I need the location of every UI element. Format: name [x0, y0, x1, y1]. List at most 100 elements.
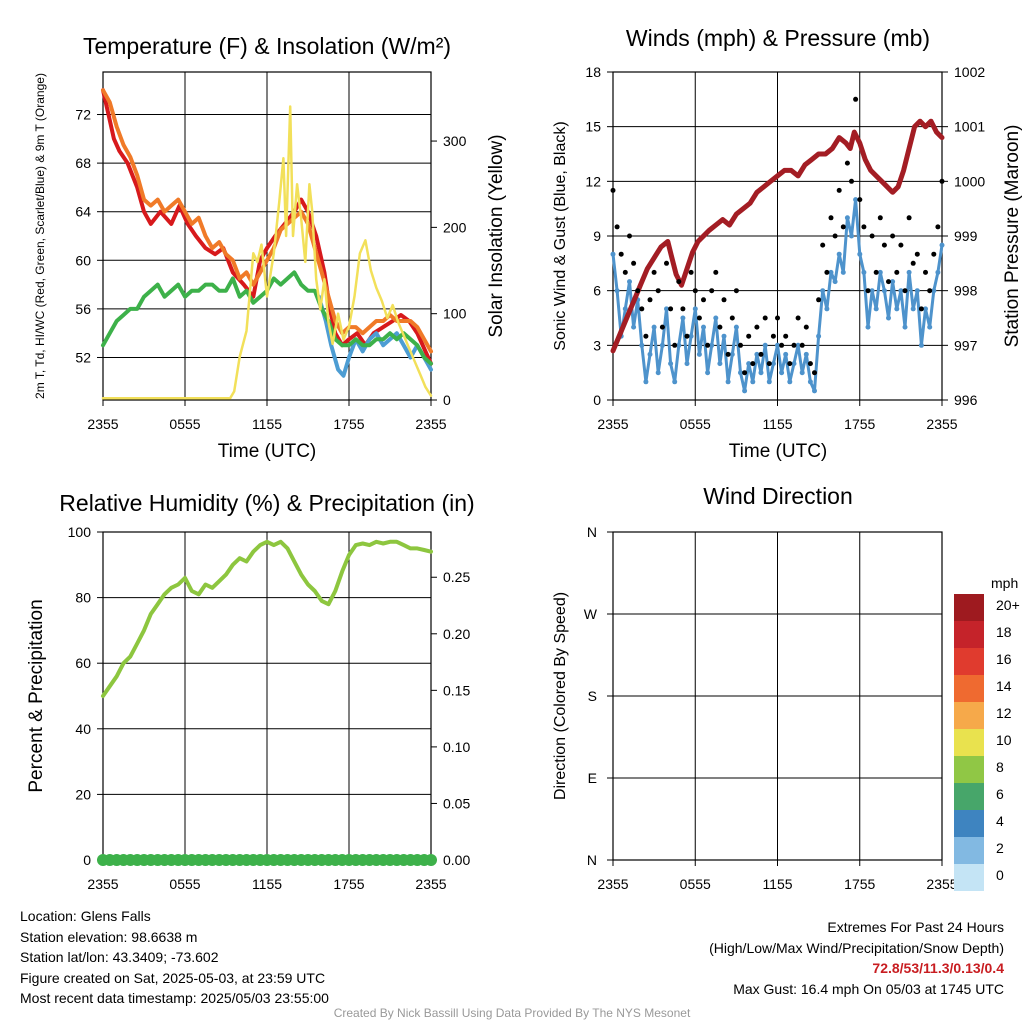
wind-gust-point	[705, 342, 711, 348]
wind-gust-point	[750, 361, 756, 367]
created-text: Figure created on Sat, 2025-05-03, at 23…	[20, 969, 326, 986]
y-axis-label: Direction (Colored By Speed)	[552, 592, 569, 800]
legend-label: 20+	[996, 597, 1020, 613]
x-tick-label: 1755	[844, 876, 875, 892]
wind-speed-point	[627, 279, 632, 285]
wind-speed-point	[729, 351, 735, 357]
wind-gust-point	[676, 279, 682, 285]
wind-gust-point	[787, 361, 793, 367]
y-tick-label: 18	[585, 64, 601, 80]
wind-speed-point	[914, 288, 920, 294]
wind-speed-point	[881, 288, 887, 294]
wind-gust-point	[898, 242, 904, 248]
wind-speed-point	[812, 388, 817, 394]
wind-gust-point	[664, 260, 669, 266]
y-tick-label: W	[584, 606, 598, 622]
wind-speed-point	[853, 197, 859, 203]
y-tick-label: 56	[75, 301, 91, 317]
wind-speed-point	[865, 324, 871, 330]
recent-text: Most recent data timestamp: 2025/05/03 2…	[20, 990, 329, 1007]
wind-gust-point	[812, 370, 817, 376]
legend-swatch	[954, 837, 984, 864]
wind-speed-point	[828, 269, 834, 275]
y2-tick-label: 998	[954, 283, 978, 299]
y-tick-label: N	[587, 524, 597, 540]
chart-title: Winds (mph) & Pressure (mb)	[626, 25, 930, 51]
wind-gust-point	[881, 242, 887, 248]
y-tick-label: 0	[83, 852, 91, 868]
wind-gust-point	[688, 269, 694, 275]
wind-gust-point	[849, 178, 854, 184]
x-tick-label: 1155	[762, 416, 792, 432]
wind-speed-point	[836, 251, 842, 257]
wind-speed-point	[820, 288, 826, 294]
wind-gust-point	[807, 361, 813, 367]
legend-label: 16	[996, 651, 1012, 667]
wind-speed-point	[890, 279, 896, 285]
wind-speed-point	[766, 379, 772, 385]
y2-tick-label: 0.20	[443, 626, 470, 642]
x-tick-label: 0555	[169, 876, 200, 892]
y-tick-label: 0	[593, 392, 601, 408]
wind-speed-point	[651, 324, 657, 330]
wind-speed-point	[779, 370, 785, 376]
wind-gust-point	[910, 260, 916, 266]
x-tick-label: 0555	[680, 416, 711, 432]
x-tick-label: 2355	[597, 876, 628, 892]
credit-text: Created By Nick Bassill Using Data Provi…	[333, 1006, 691, 1020]
wind-speed-point	[614, 288, 620, 294]
wind-gust-point	[836, 187, 842, 193]
wind-speed-point	[742, 388, 748, 394]
wind-gust-point	[890, 233, 896, 239]
y-tick-label: 3	[593, 337, 601, 353]
wind-gust-point	[659, 324, 665, 330]
wind-gust-point	[795, 315, 801, 321]
wind-speed-point	[873, 306, 879, 312]
wind-gust-point	[828, 215, 834, 221]
chart-title: Wind Direction	[703, 483, 853, 509]
y2-tick-label: 0.10	[443, 739, 470, 755]
wind-speed-point	[869, 288, 875, 294]
wind-speed-point	[647, 351, 653, 357]
wind-speed-point	[902, 324, 908, 330]
wind-gust-point	[721, 297, 727, 303]
wind-speed-point	[717, 361, 723, 367]
wind-gust-point	[758, 351, 764, 357]
wind-gust-point	[631, 260, 637, 266]
wind-speed-point	[750, 379, 756, 385]
wind-speed-point	[746, 361, 752, 367]
y-tick-label: 80	[75, 590, 91, 606]
wind-speed-point	[918, 342, 924, 348]
wind-gust-point	[824, 269, 830, 275]
y-tick-label: 60	[75, 655, 91, 671]
wind-speed-point	[709, 342, 715, 348]
wind-speed-point	[672, 379, 678, 385]
legend-label: 14	[996, 678, 1012, 694]
wind-speed-point	[832, 279, 838, 285]
wind-gust-point	[844, 160, 850, 166]
wind-speed-point	[939, 242, 945, 248]
y-tick-label: 15	[585, 119, 601, 135]
wind-gust-point	[684, 333, 690, 339]
wind-speed-point	[664, 306, 669, 312]
wind-speed-point	[775, 342, 780, 348]
wind-gust-point	[906, 215, 912, 221]
wind-speed-point	[824, 306, 830, 312]
legend-label: 2	[996, 840, 1004, 856]
wind-gust-point	[770, 333, 776, 339]
y-axis-label: Sonic Wind & Gust (Blue, Black)	[552, 121, 569, 350]
y2-tick-label: 0.00	[443, 852, 470, 868]
precip-point	[425, 854, 437, 866]
wind-gust-point	[902, 288, 908, 294]
y-tick-label: 52	[75, 349, 91, 365]
x-tick-label: 1755	[333, 876, 364, 892]
wind-speed-point	[738, 370, 743, 376]
legend-swatch	[954, 783, 984, 810]
legend-label: 0	[996, 867, 1004, 883]
wind-gust-point	[803, 324, 809, 330]
wind-speed-point	[688, 333, 694, 339]
wind-speed-point	[655, 370, 661, 376]
legend-title: mph	[991, 575, 1018, 591]
y2-tick-label: 0.15	[443, 682, 470, 698]
wind-gust-point	[622, 269, 628, 275]
